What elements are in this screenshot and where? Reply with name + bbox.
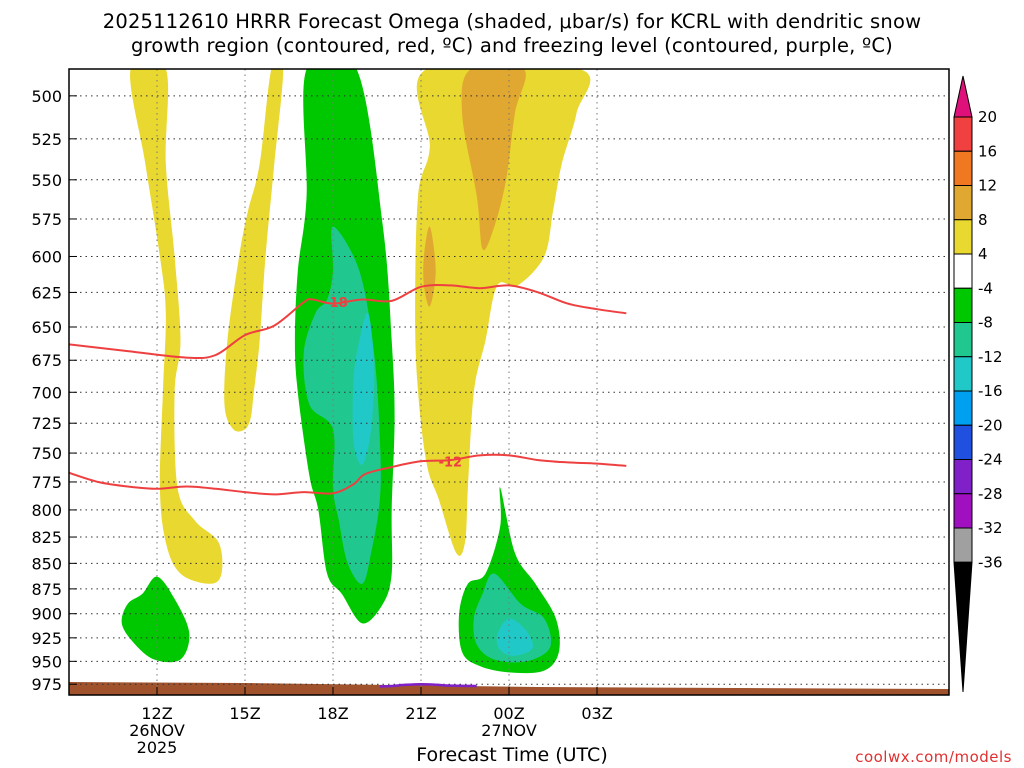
isotherm-minus12-line [69,453,627,496]
freezing-level-line [379,682,477,688]
colorbar-label-9: -20 [978,416,1003,434]
colorbar-bin-8 [953,390,973,426]
colorbar-label-4: 4 [978,245,988,263]
isotherm-label-0: -18 [324,296,348,311]
colorbar-bin-9 [953,424,973,460]
colorbar-bin-7 [953,356,973,392]
colorbar-label-1: 16 [978,142,997,160]
y-tick-label-850: 850 [31,554,62,573]
y-tick-label-975: 975 [31,675,62,694]
x-tick-label-03Z: 03Z [581,704,612,723]
y-tick-label-925: 925 [31,629,62,648]
y-tick-label-800: 800 [31,501,62,520]
contour-lines: -18 -12 [69,284,627,688]
chart-title-line-1: 2025112610 HRRR Forecast Omega (shaded, … [102,10,922,33]
colorbar-label-0: 20 [978,108,997,126]
colorbar-label-13: -36 [978,553,1003,571]
omega-cyan-center [352,312,375,465]
y-tick-label-825: 825 [31,528,62,547]
colorbar-label-7: -12 [978,348,1003,366]
credit-link[interactable]: coolwx.com/models [855,748,1012,766]
colorbar-under-triangle [953,561,973,693]
colorbar-bin-10 [953,459,973,495]
y-axis: 500 525 550 575 600 625 650 675 700 725 750 775 800 8… [31,87,77,694]
x-tick-date-00Z: 27NOV [481,721,537,740]
colorbar-label-10: -24 [978,451,1003,469]
x-tick-label-18Z: 18Z [317,704,348,723]
colorbar-bin-11 [953,493,973,529]
x-tick-label-21Z: 21Z [405,704,436,723]
y-tick-label-525: 525 [31,130,62,149]
colorbar-label-12: -32 [978,519,1003,537]
shaded-regions [121,69,591,674]
colorbar-bin-6 [953,322,973,358]
colorbar-bin-5 [953,287,973,323]
x-tick-label-15Z: 15Z [229,704,260,723]
omega-teal-center [303,226,381,584]
x-axis-title: Forecast Time (UTC) [416,744,608,766]
omega-yellow-right [415,69,591,556]
colorbar-label-11: -28 [978,485,1003,503]
omega-cyan-bottom [496,618,533,656]
chart-title: 2025112610 HRRR Forecast Omega (shaded, … [0,10,1024,58]
chart-title-line-2: growth region (contoured, red, ºC) and f… [131,34,893,57]
y-tick-label-900: 900 [31,605,62,624]
y-tick-label-725: 725 [31,414,62,433]
colorbar-bin-12 [953,527,973,563]
x-tick-date-12Z: 26NOV [129,721,185,740]
colorbar-label-6: -8 [978,314,993,332]
y-tick-label-675: 675 [31,351,62,370]
omega-yellow-small [224,69,284,432]
y-tick-label-575: 575 [31,210,62,229]
y-tick-label-600: 600 [31,247,62,266]
colorbar-over-triangle [953,75,973,118]
colorbar-label-8: -16 [978,382,1003,400]
y-tick-label-875: 875 [31,580,62,599]
colorbar-label-2: 12 [978,177,997,195]
grid-lines [69,69,949,695]
y-tick-label-775: 775 [31,473,62,492]
colorbar-bin-0 [953,116,973,152]
omega-green-left [121,576,190,663]
colorbar-bin-2 [953,185,973,221]
isotherm-label-1: -12 [439,455,463,470]
x-tick-year-12Z: 2025 [137,738,178,757]
y-tick-label-550: 550 [31,171,62,190]
y-tick-label-750: 750 [31,444,62,463]
y-tick-label-500: 500 [31,87,62,106]
y-tick-label-700: 700 [31,383,62,402]
colorbar-label-3: 8 [978,211,988,229]
colorbar-bin-3 [953,219,973,255]
x-tick-label-12Z: 12Z [141,704,172,723]
colorbar-label-5: -4 [978,279,993,297]
y-tick-label-950: 950 [31,652,62,671]
isotherm-minus18-line [69,284,627,360]
omega-orange-right [461,69,526,251]
omega-yellow-left [130,69,223,584]
colorbar-bin-4 [953,253,973,289]
colorbar-legend: 20 16 12 8 4 -4 -8 -12 -16 -20 -24 -28 -32 -36 [953,75,1003,693]
x-tick-label-00Z: 00Z [493,704,524,723]
y-tick-label-625: 625 [31,283,62,302]
y-tick-label-650: 650 [31,318,62,337]
colorbar-bin-1 [953,150,973,186]
